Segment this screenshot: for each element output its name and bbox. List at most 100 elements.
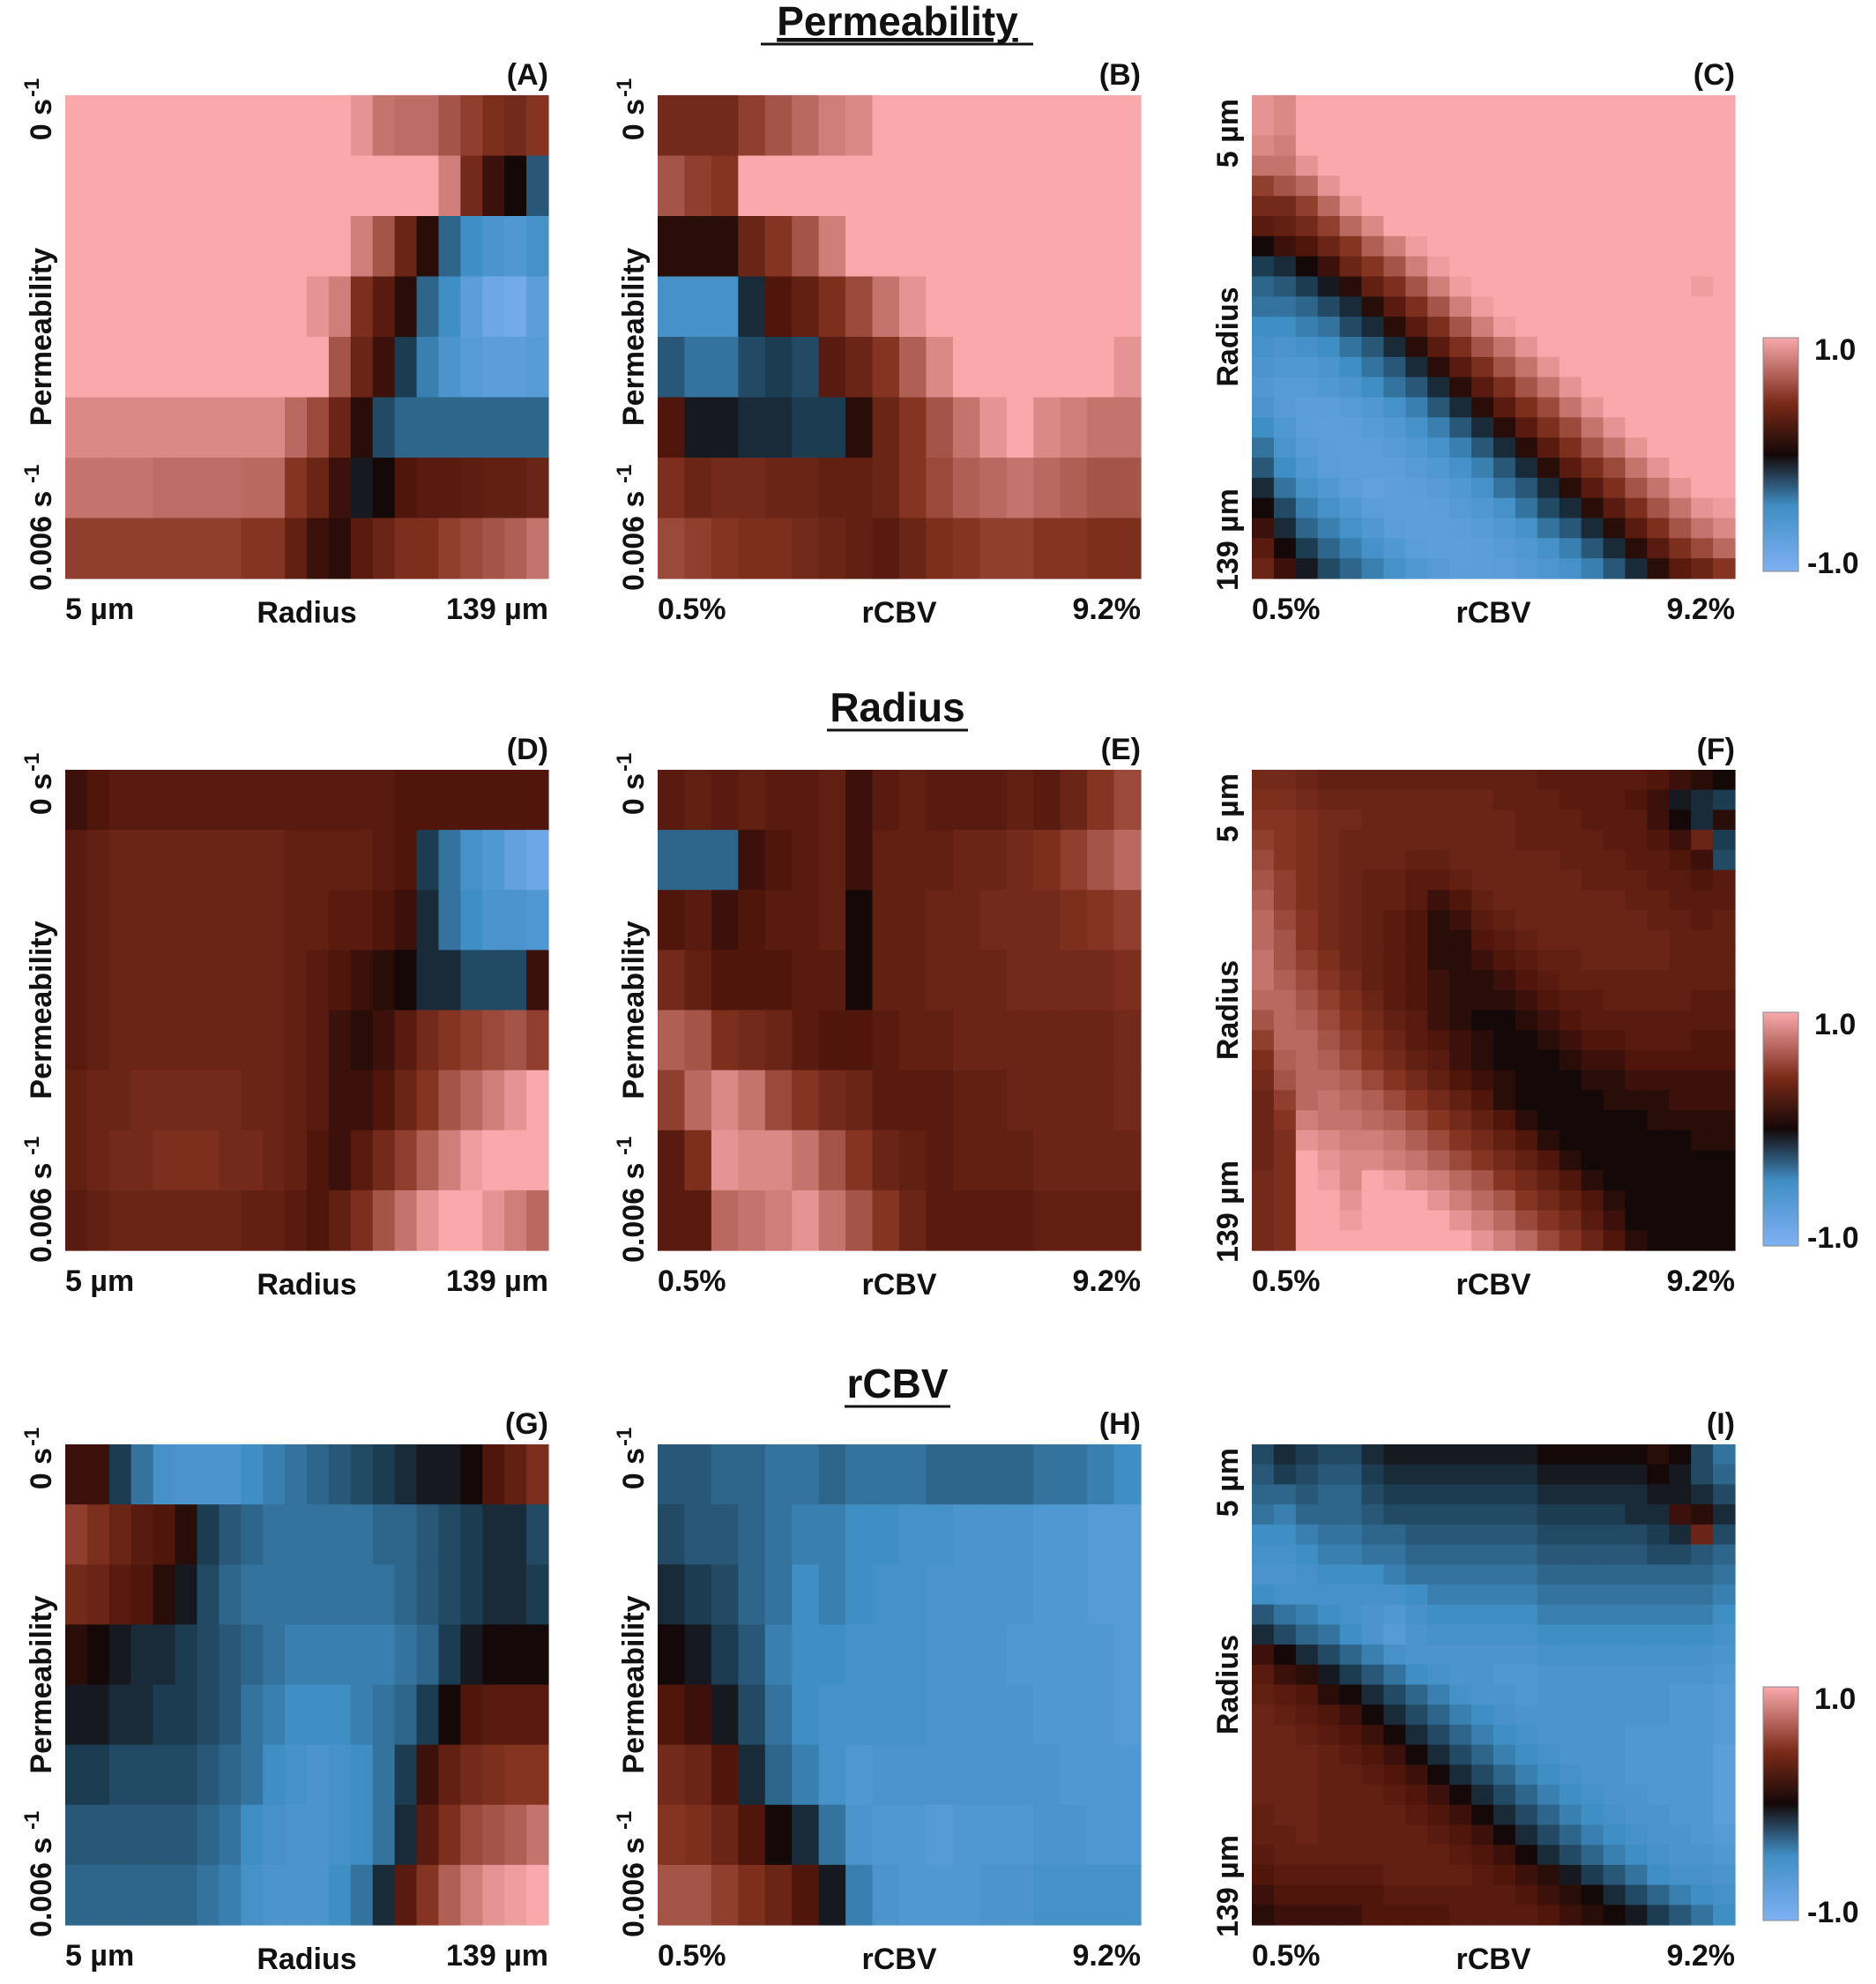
heatmap-cell <box>1515 115 1538 137</box>
heatmap-cell <box>1647 538 1670 559</box>
heatmap-cell <box>460 1010 483 1071</box>
heatmap-cell <box>1273 830 1297 851</box>
heatmap-cell <box>1691 989 1714 1011</box>
heatmap-cell <box>1383 397 1406 418</box>
heatmap-cell <box>1581 1030 1604 1051</box>
heatmap-cell <box>482 830 505 891</box>
heatmap-cell <box>1559 1210 1582 1231</box>
heatmap-cell <box>1273 970 1297 991</box>
heatmap-cell <box>1493 1150 1516 1171</box>
heatmap-cell <box>1006 1010 1034 1071</box>
heatmap-cell <box>1087 155 1115 217</box>
heatmap-cell <box>482 1070 505 1131</box>
y-tick-label-bottom: 0.006 s-1 <box>613 1811 651 1937</box>
heatmap-cell <box>394 830 418 891</box>
heatmap-cell <box>1471 1170 1494 1191</box>
heatmap-cell <box>285 458 308 519</box>
heatmap-cell <box>1537 950 1560 971</box>
heatmap-cell <box>1427 1030 1450 1051</box>
heatmap-cell <box>1471 1684 1494 1705</box>
heatmap-cell <box>416 1070 440 1131</box>
heatmap-cell <box>197 1444 220 1505</box>
heatmap-cell <box>1317 970 1341 991</box>
heatmap-cell <box>1559 1804 1582 1826</box>
heatmap-cell <box>1361 95 1385 116</box>
heatmap-cell <box>1295 196 1319 217</box>
heatmap-cell <box>1603 989 1627 1011</box>
heatmap-cell <box>1559 1624 1582 1645</box>
heatmap-cell <box>1625 770 1648 791</box>
heatmap-cell <box>1603 789 1627 811</box>
heatmap-cell <box>1295 1645 1319 1666</box>
heatmap-cell <box>1713 95 1736 116</box>
heatmap-cell <box>1339 1130 1363 1152</box>
heatmap-cell <box>1339 458 1363 479</box>
heatmap-cell <box>1493 1504 1516 1525</box>
heatmap-cell <box>130 890 154 951</box>
heatmap-cell <box>1669 235 1692 257</box>
heatmap-cell <box>1006 890 1034 951</box>
heatmap-cell <box>1273 155 1297 176</box>
heatmap-cell <box>1537 1190 1560 1212</box>
heatmap-cell <box>792 1804 820 1866</box>
heatmap-cell <box>1603 770 1627 791</box>
heatmap-cell <box>1691 1130 1714 1152</box>
heatmap-cell <box>108 770 132 831</box>
x-tick-label-right: 9.2% <box>1667 1264 1736 1298</box>
heatmap-cell <box>1405 276 1428 297</box>
heatmap-cell <box>1427 970 1450 991</box>
heatmap-cell <box>1471 1664 1494 1686</box>
heatmap-cell <box>1713 869 1736 891</box>
heatmap-cell <box>818 1564 846 1625</box>
heatmap-cell <box>872 1804 900 1866</box>
heatmap-cell <box>350 1804 374 1866</box>
heatmap-cell <box>108 458 132 519</box>
heatmap-cell <box>350 1684 374 1746</box>
heatmap-cell <box>1647 196 1670 217</box>
heatmap-cell <box>1113 216 1142 278</box>
heatmap-cell <box>1273 1150 1297 1171</box>
panel-label: (H) <box>1099 1407 1141 1441</box>
heatmap-cell <box>1537 458 1560 479</box>
heatmap-cell <box>1559 1049 1582 1071</box>
heatmap-cell <box>526 950 549 1011</box>
heatmap-cell <box>1087 1804 1115 1866</box>
y-tick-top-text: 5 µm <box>1211 99 1245 168</box>
heatmap-cell <box>818 1190 846 1251</box>
heatmap-cell <box>1361 950 1385 971</box>
heatmap-cell <box>1647 397 1670 418</box>
heatmap-cell <box>504 830 527 891</box>
heatmap-cell <box>952 890 980 951</box>
heatmap-cell <box>1581 909 1604 931</box>
heatmap-cell <box>792 1864 820 1926</box>
heatmap-cell <box>1471 437 1494 459</box>
heatmap-cell <box>711 276 739 338</box>
heatmap-cell <box>1295 538 1319 559</box>
heatmap-cell <box>285 890 308 951</box>
heatmap-cell <box>108 155 132 217</box>
heatmap-cell <box>1537 1110 1560 1131</box>
heatmap-cell <box>711 95 739 157</box>
heatmap-cell <box>1383 1070 1406 1091</box>
heatmap-cell <box>1713 789 1736 811</box>
heatmap-cell <box>307 830 330 891</box>
heatmap-cell <box>1669 830 1692 851</box>
heatmap-cell <box>1559 377 1582 399</box>
heatmap-cell <box>1427 196 1450 217</box>
heatmap-cell <box>1339 1804 1363 1826</box>
heatmap-cell <box>1647 970 1670 991</box>
heatmap-cell <box>1317 1190 1341 1212</box>
heatmap-cell <box>1647 1130 1670 1152</box>
heatmap-cell <box>1295 235 1319 257</box>
heatmap-cell <box>1449 337 1472 358</box>
heatmap-cell <box>764 397 793 459</box>
heatmap-cell <box>1339 1049 1363 1071</box>
heatmap-cell <box>1252 497 1275 519</box>
heatmap-cell <box>263 1010 286 1071</box>
heatmap-cell <box>350 1564 374 1625</box>
heatmap-cell <box>1449 1150 1472 1171</box>
y-axis-label-text: Radius <box>1211 960 1245 1060</box>
heatmap-cell <box>130 770 154 831</box>
heatmap-cell <box>1383 155 1406 176</box>
heatmap-cell <box>1625 1684 1648 1705</box>
